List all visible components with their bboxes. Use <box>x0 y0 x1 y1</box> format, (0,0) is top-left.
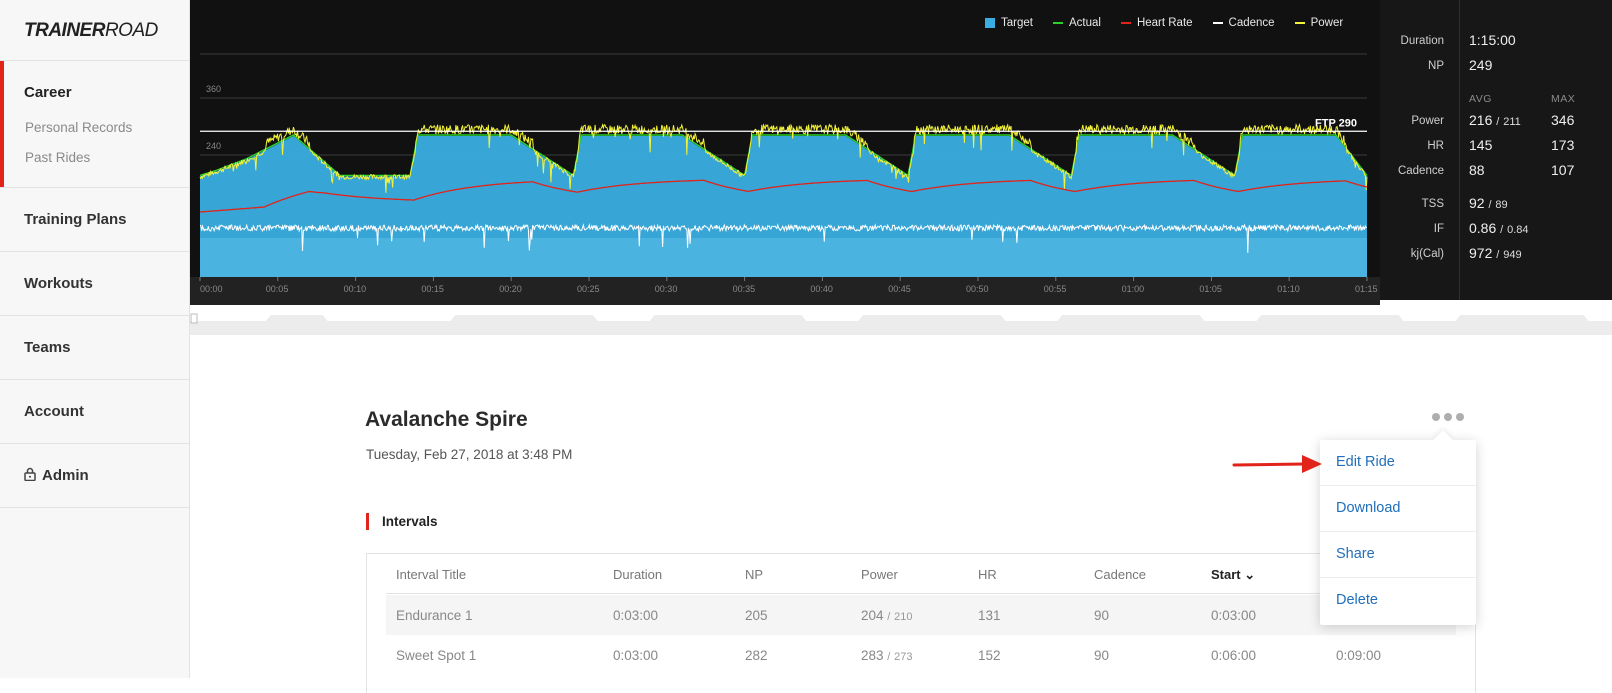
sidebar-item-training-plans[interactable]: Training Plans <box>24 211 127 228</box>
table-row[interactable]: Sweet Spot 1 0:03:00 282 283 / 273 152 9… <box>396 648 1382 663</box>
table-header: Interval Title Duration NP Power HR Cade… <box>386 554 1456 594</box>
overview-svg <box>190 313 1612 335</box>
stat-kj: kj(Cal) 972 / 949 <box>1410 245 1522 261</box>
menu-item-delete[interactable]: Delete <box>1320 578 1476 624</box>
x-tick-label: 00:40 <box>810 284 833 294</box>
sort-chevron-icon: ⌄ <box>1244 567 1256 582</box>
lock-icon <box>24 467 36 481</box>
ride-chart[interactable]: 240 360 FTP 290 00:00 00:05 00:10 00:15 00:20 00… <box>190 0 1380 305</box>
stat-power: Power 216 / 211 346 <box>1411 112 1575 128</box>
col-power[interactable]: Power <box>861 567 898 582</box>
avg-header: AVG <box>1469 93 1492 105</box>
sidebar-item-account[interactable]: Account <box>24 403 84 420</box>
trainerroad-logo[interactable]: TRAINERROAD <box>24 20 158 41</box>
power-series-line <box>199 123 1368 193</box>
menu-item-edit-ride[interactable]: Edit Ride <box>1320 440 1476 486</box>
chart-overview-scrubber[interactable] <box>190 305 1612 335</box>
x-tick-label: 00:00 <box>200 284 223 294</box>
table-row[interactable]: Endurance 1 0:03:00 205 204 / 210 131 90… <box>386 595 1456 635</box>
sidebar-item-past-rides[interactable]: Past Rides <box>25 150 91 165</box>
x-tick-label: 00:45 <box>888 284 911 294</box>
heart-rate-series-line <box>199 179 1368 213</box>
sidebar-item-workouts[interactable]: Workouts <box>24 275 93 292</box>
x-tick-label: 00:10 <box>344 284 367 294</box>
x-tick-label: 00:30 <box>655 284 678 294</box>
ride-chart-svg: 240 360 FTP 290 00:00 00:05 00:10 00:15 00:20 00… <box>190 53 1380 305</box>
chart-legend: Target Actual Heart Rate Cadence Power <box>985 17 1343 29</box>
x-tick-label: 00:35 <box>733 284 756 294</box>
intervals-table: Interval Title Duration NP Power HR Cade… <box>366 553 1476 693</box>
stat-if: IF 0.86 / 0.84 <box>1433 220 1529 236</box>
legend-cadence: Cadence <box>1212 17 1275 29</box>
legend-target: Target <box>985 17 1033 29</box>
x-tick-label: 00:25 <box>577 284 600 294</box>
ftp-label: FTP 290 <box>1315 117 1357 129</box>
ride-date: Tuesday, Feb 27, 2018 at 3:48 PM <box>366 447 573 462</box>
sidebar-section-workouts: Workouts <box>0 251 189 315</box>
legend-actual: Actual <box>1052 17 1101 29</box>
sidebar-item-admin[interactable]: Admin <box>0 444 189 507</box>
admin-label: Admin <box>42 467 89 484</box>
menu-item-share[interactable]: Share <box>1320 532 1476 578</box>
sidebar-section-admin: Admin <box>0 443 189 508</box>
sidebar-section-account: Account <box>0 379 189 443</box>
sidebar-item-teams[interactable]: Teams <box>24 339 71 356</box>
sidebar-section-career: Career Personal Records Past Rides <box>0 60 189 187</box>
scrubber-handle[interactable] <box>190 313 198 324</box>
sidebar: TRAINERROAD Career Personal Records Past… <box>0 0 190 678</box>
x-tick-label: 01:05 <box>1199 284 1222 294</box>
y-tick-label: 240 <box>206 141 221 151</box>
max-header: MAX <box>1551 93 1576 105</box>
cadence-series-line <box>199 223 1368 253</box>
col-start[interactable]: Start ⌄ <box>1211 567 1256 582</box>
x-tick-label: 00:55 <box>1044 284 1067 294</box>
x-axis-strip <box>190 277 1380 305</box>
menu-item-download[interactable]: Download <box>1320 486 1476 532</box>
sidebar-item-personal-records[interactable]: Personal Records <box>25 120 133 135</box>
ride-stats-panel: Duration 1:15:00 NP 249 AVG MAX Power 216 /… <box>1380 0 1612 300</box>
legend-heart-rate: Heart Rate <box>1120 17 1193 29</box>
col-np[interactable]: NP <box>745 567 764 582</box>
stat-duration: Duration 1:15:00 <box>1400 32 1516 48</box>
x-tick-label: 01:10 <box>1277 284 1300 294</box>
col-hr[interactable]: HR <box>978 567 997 582</box>
col-interval-title[interactable]: Interval Title <box>396 567 467 582</box>
col-cadence[interactable]: Cadence <box>1094 567 1147 582</box>
stat-tss: TSS 92 / 89 <box>1421 195 1508 211</box>
ride-options-menu: Edit Ride Download Share Delete <box>1320 440 1476 625</box>
actual-series-line <box>199 134 1368 177</box>
target-base-band <box>200 238 1367 277</box>
annotation-arrow <box>1232 455 1322 473</box>
x-tick-label: 00:15 <box>421 284 444 294</box>
x-tick-label: 00:20 <box>499 284 522 294</box>
sidebar-section-training-plans: Training Plans <box>0 187 189 251</box>
sidebar-item-career[interactable]: Career <box>24 84 72 101</box>
sidebar-section-teams: Teams <box>0 315 189 379</box>
stat-hr: HR 145 173 <box>1427 137 1575 153</box>
y-tick-label: 360 <box>206 84 221 94</box>
stat-np: NP 249 <box>1428 57 1493 73</box>
x-tick-label: 00:50 <box>966 284 989 294</box>
more-options-button[interactable] <box>1432 413 1466 427</box>
ride-title: Avalanche Spire <box>365 408 528 431</box>
intervals-heading: Intervals <box>366 513 438 530</box>
x-tick-label: 00:05 <box>266 284 289 294</box>
legend-power: Power <box>1294 17 1343 29</box>
col-duration[interactable]: Duration <box>613 567 663 582</box>
x-tick-label: 01:15 <box>1355 284 1378 294</box>
stat-cadence: Cadence 88 107 <box>1397 162 1575 178</box>
x-tick-label: 01:00 <box>1122 284 1145 294</box>
